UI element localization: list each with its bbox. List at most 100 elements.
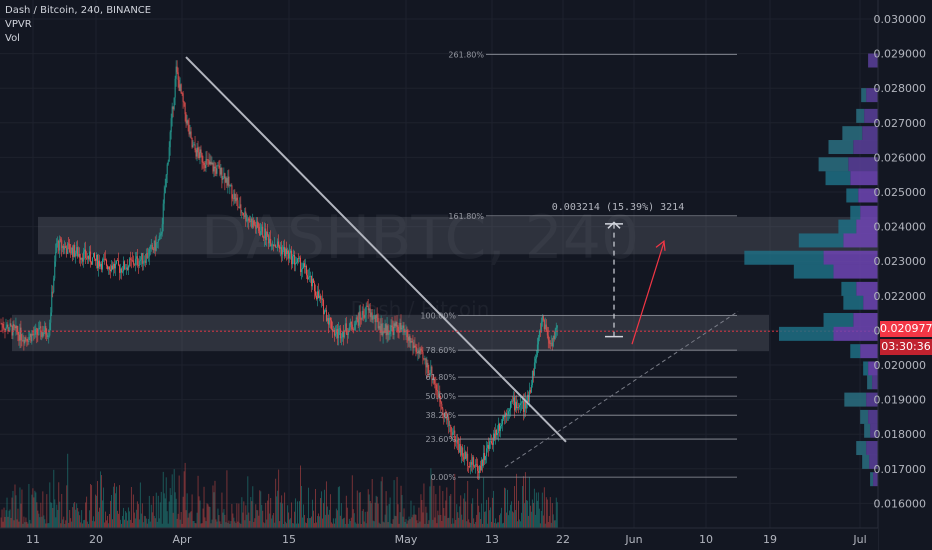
candle-body bbox=[501, 424, 502, 426]
candle-body bbox=[417, 350, 419, 354]
candle-body bbox=[120, 268, 122, 273]
volume-bar bbox=[62, 519, 64, 528]
volume-bar bbox=[278, 469, 280, 528]
volume-bar bbox=[94, 521, 96, 528]
symbol-title[interactable]: Dash / Bitcoin, 240, BINANCE bbox=[5, 5, 152, 16]
drawings[interactable] bbox=[0, 56, 878, 468]
candle-body bbox=[249, 220, 251, 223]
candle-body bbox=[128, 258, 130, 266]
volume-bar bbox=[517, 521, 518, 528]
volume-bar bbox=[149, 521, 151, 528]
candle-body bbox=[313, 278, 314, 283]
candle-body bbox=[296, 262, 298, 264]
candle-body bbox=[429, 373, 431, 375]
volume-bar bbox=[263, 522, 265, 528]
candle-body bbox=[376, 314, 378, 318]
candle-body bbox=[134, 258, 136, 265]
candle-body bbox=[2, 323, 4, 328]
candle-body bbox=[487, 445, 489, 449]
candle-body bbox=[553, 335, 555, 340]
volume-bar bbox=[463, 498, 465, 528]
volume-bar bbox=[223, 509, 225, 528]
candle-body bbox=[386, 325, 388, 336]
volume-bar bbox=[381, 476, 383, 528]
vp-bar-down bbox=[860, 344, 878, 359]
volume-bar bbox=[186, 493, 188, 528]
candle-body bbox=[279, 246, 281, 249]
fib-label: 61.80% bbox=[425, 373, 456, 382]
volume-bar bbox=[389, 497, 391, 528]
candle-body bbox=[365, 305, 367, 315]
candle-body bbox=[464, 451, 466, 460]
candle-body bbox=[282, 249, 284, 255]
time-axis[interactable]: 11 20 Apr 15 May 13 22 Jun 10 19 Jul bbox=[0, 527, 878, 550]
volume-bar bbox=[270, 497, 272, 528]
volume-bar bbox=[99, 507, 101, 528]
volume-bar bbox=[211, 519, 213, 528]
volume-bar bbox=[363, 521, 365, 528]
vol-indicator-label[interactable]: Vol bbox=[5, 33, 20, 44]
volume-bar bbox=[347, 523, 349, 528]
volume-bar bbox=[111, 494, 112, 528]
price-tick-label: 0.026000 bbox=[874, 151, 927, 164]
volume-bar bbox=[33, 497, 35, 528]
fib-retracement[interactable]: 261.80% 161.80% 100.00% 78.60% 61.80% 50.00% 3… bbox=[420, 50, 737, 482]
volume-bar bbox=[415, 514, 417, 528]
candle-body bbox=[156, 242, 158, 243]
volume-bar bbox=[361, 510, 363, 528]
candle-body bbox=[123, 261, 125, 270]
candle-body bbox=[200, 149, 202, 154]
candle-body bbox=[508, 411, 509, 415]
candle-body bbox=[309, 276, 310, 278]
candle-body bbox=[329, 317, 331, 321]
candle-body bbox=[357, 319, 359, 326]
volume-bar bbox=[141, 503, 143, 528]
volume-bar bbox=[544, 523, 546, 528]
candle-body bbox=[113, 263, 114, 270]
volume-bar bbox=[60, 523, 62, 528]
vp-bar-up bbox=[870, 472, 874, 487]
volume-bar bbox=[15, 495, 17, 528]
volume-bar bbox=[195, 523, 197, 528]
candle-body bbox=[54, 261, 56, 279]
candle-body bbox=[312, 278, 313, 287]
candle-body bbox=[407, 337, 409, 341]
candle-body bbox=[367, 305, 369, 311]
volume-bar bbox=[338, 486, 340, 528]
volume-bar bbox=[232, 513, 234, 528]
candle-body bbox=[73, 245, 75, 257]
time-tick-label: 22 bbox=[556, 533, 570, 546]
vp-bar-down bbox=[853, 313, 878, 328]
volume-bar bbox=[369, 500, 371, 528]
candle-body bbox=[159, 235, 161, 237]
volume-bar bbox=[419, 521, 421, 528]
volume-bar bbox=[205, 521, 207, 528]
candle-body bbox=[21, 340, 23, 341]
volume-bar bbox=[312, 499, 313, 528]
candle-body bbox=[397, 326, 399, 332]
volume-bar bbox=[100, 471, 101, 528]
volume-bar bbox=[344, 523, 346, 528]
volume-bar bbox=[74, 501, 76, 528]
candle-body bbox=[385, 324, 387, 336]
volume-bar bbox=[219, 521, 221, 528]
fib-label: 78.60% bbox=[425, 346, 456, 355]
volume-bar bbox=[360, 523, 362, 528]
volume-bar bbox=[339, 515, 341, 528]
candle-body bbox=[498, 423, 499, 434]
volume-bar bbox=[299, 501, 300, 528]
candle-body bbox=[72, 247, 74, 257]
volume-bar bbox=[240, 523, 242, 528]
volume-bar bbox=[43, 515, 45, 528]
volume-bar bbox=[459, 506, 461, 528]
candle-body bbox=[107, 265, 108, 269]
volume-bar bbox=[176, 518, 178, 528]
volume-bar bbox=[106, 520, 107, 528]
candle-body bbox=[179, 84, 181, 91]
vpvr-indicator-label[interactable]: VPVR bbox=[5, 19, 32, 30]
volume-bar bbox=[266, 519, 268, 528]
price-axis[interactable]: 0.030000 0.029000 0.028000 0.027000 0.026000… bbox=[874, 0, 932, 550]
candle-body bbox=[380, 323, 382, 333]
vp-bar-down bbox=[866, 392, 878, 407]
